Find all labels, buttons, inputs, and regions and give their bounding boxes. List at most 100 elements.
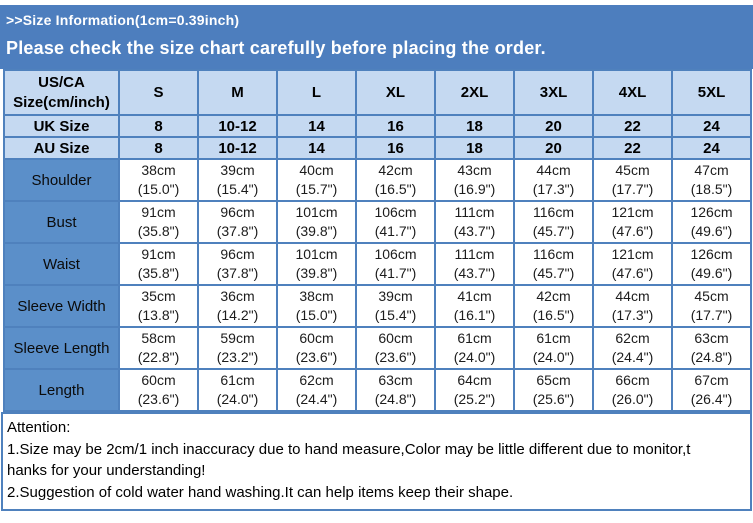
measurement-cm: 96cm xyxy=(220,246,255,262)
measurement-cell: 111cm (43.7") xyxy=(434,242,515,286)
size-chart-notice: Please check the size chart carefully be… xyxy=(6,38,546,58)
measurement-cm: 63cm xyxy=(378,372,413,388)
measurement-cell: 106cm (41.7") xyxy=(355,200,436,244)
measurement-cell: 43cm (16.9") xyxy=(434,158,515,202)
measurement-inch: (45.7") xyxy=(532,265,575,281)
measurement-cm: 61cm xyxy=(457,330,492,346)
attention-box: Attention: 1.Size may be 2cm/1 inch inac… xyxy=(1,412,752,511)
measurement-row-waist: Waist 91cm (35.8") 96cm (37.8") 101cm (39.8") 1… xyxy=(3,242,752,286)
measurement-cm: 63cm xyxy=(694,330,729,346)
measurement-cm: 67cm xyxy=(694,372,729,388)
measurement-cell: 59cm (23.2") xyxy=(197,326,278,370)
measurement-cm: 64cm xyxy=(457,372,492,388)
au-size-cell: 16 xyxy=(355,136,436,160)
measurement-cm: 60cm xyxy=(141,372,176,388)
uk-size-cell: 18 xyxy=(434,114,515,138)
measurement-cm: 38cm xyxy=(141,162,176,178)
measurement-label: Sleeve Length xyxy=(3,326,120,370)
measurement-cell: 44cm (17.3") xyxy=(592,284,673,328)
column-header-m: M xyxy=(197,69,278,116)
measurement-cm: 38cm xyxy=(299,288,334,304)
measurement-cell: 91cm (35.8") xyxy=(118,242,199,286)
measurement-inch: (22.8") xyxy=(137,349,180,365)
measurement-cell: 38cm (15.0") xyxy=(118,158,199,202)
measurement-cm: 126cm xyxy=(690,246,733,262)
measurement-cm: 91cm xyxy=(141,204,176,220)
measurement-cm: 96cm xyxy=(220,204,255,220)
measurement-inch: (25.2") xyxy=(453,391,496,407)
measurement-cm: 36cm xyxy=(220,288,255,304)
measurement-label: Length xyxy=(3,368,120,412)
measurement-cell: 106cm (41.7") xyxy=(355,242,436,286)
measurement-cell: 39cm (15.4") xyxy=(355,284,436,328)
measurement-inch: (24.8") xyxy=(374,391,417,407)
column-header-l: L xyxy=(276,69,357,116)
measurement-inch: (26.4") xyxy=(690,391,733,407)
au-size-cell: 22 xyxy=(592,136,673,160)
measurement-cm: 116cm xyxy=(533,246,574,262)
measurement-cm: 91cm xyxy=(141,246,176,262)
measurement-cell: 41cm (16.1") xyxy=(434,284,515,328)
measurement-cell: 42cm (16.5") xyxy=(513,284,594,328)
column-header-4xl: 4XL xyxy=(592,69,673,116)
measurement-inch: (26.0") xyxy=(611,391,654,407)
measurement-inch: (17.3") xyxy=(611,307,654,323)
measurement-row-sleeve-length: Sleeve Length 58cm (22.8") 59cm (23.2") 60cm (… xyxy=(3,326,752,370)
measurement-cell: 101cm (39.8") xyxy=(276,200,357,244)
measurement-inch: (14.2") xyxy=(216,307,259,323)
measurement-cm: 101cm xyxy=(295,204,338,220)
uk-size-cell: 16 xyxy=(355,114,436,138)
measurement-inch: (49.6") xyxy=(690,265,733,281)
measurement-cell: 62cm (24.4") xyxy=(592,326,673,370)
measurement-cell: 64cm (25.2") xyxy=(434,368,515,412)
au-size-row: AU Size 8 10-12 14 16 18 20 22 24 xyxy=(3,136,752,160)
measurement-cm: 116cm xyxy=(533,204,574,220)
measurement-cell: 60cm (23.6") xyxy=(276,326,357,370)
column-header-5xl: 5XL xyxy=(671,69,752,116)
measurement-cm: 58cm xyxy=(141,330,176,346)
uk-size-label: UK Size xyxy=(3,114,120,138)
measurement-cm: 43cm xyxy=(457,162,492,178)
measurement-inch: (16.1") xyxy=(453,307,496,323)
measurement-cell: 60cm (23.6") xyxy=(118,368,199,412)
measurement-cm: 66cm xyxy=(615,372,650,388)
measurement-cm: 101cm xyxy=(295,246,338,262)
measurement-cell: 126cm (49.6") xyxy=(671,242,752,286)
measurement-cell: 35cm (13.8") xyxy=(118,284,199,328)
measurement-inch: (15.4") xyxy=(216,181,259,197)
measurement-cm: 45cm xyxy=(694,288,729,304)
measurement-cell: 62cm (24.4") xyxy=(276,368,357,412)
measurement-cell: 40cm (15.7") xyxy=(276,158,357,202)
corner-header-line1: US/CA xyxy=(38,73,85,91)
measurement-cm: 42cm xyxy=(378,162,413,178)
measurement-label: Bust xyxy=(3,200,120,244)
measurement-inch: (35.8") xyxy=(137,265,180,281)
measurement-row-length: Length 60cm (23.6") 61cm (24.0") 62cm (24.4") 6… xyxy=(3,368,752,412)
measurement-cm: 121cm xyxy=(611,246,654,262)
measurement-inch: (17.7") xyxy=(690,307,733,323)
measurement-cm: 40cm xyxy=(299,162,334,178)
measurement-cell: 61cm (24.0") xyxy=(197,368,278,412)
measurement-cm: 61cm xyxy=(220,372,255,388)
measurement-row-bust: Bust 91cm (35.8") 96cm (37.8") 101cm (39.8") 10… xyxy=(3,200,752,244)
measurement-inch: (24.0") xyxy=(216,391,259,407)
measurement-cell: 116cm (45.7") xyxy=(513,200,594,244)
measurement-cm: 47cm xyxy=(694,162,729,178)
measurement-cell: 61cm (24.0") xyxy=(513,326,594,370)
corner-header: US/CA Size(cm/inch) xyxy=(3,69,120,116)
measurement-cell: 58cm (22.8") xyxy=(118,326,199,370)
measurement-inch: (37.8") xyxy=(216,223,259,239)
measurement-cm: 39cm xyxy=(378,288,413,304)
measurement-cm: 44cm xyxy=(536,162,571,178)
measurement-cm: 45cm xyxy=(615,162,650,178)
measurement-inch: (23.6") xyxy=(295,349,338,365)
measurement-cm: 65cm xyxy=(536,372,571,388)
au-size-cell: 14 xyxy=(276,136,357,160)
measurement-cell: 63cm (24.8") xyxy=(355,368,436,412)
au-size-cell: 20 xyxy=(513,136,594,160)
measurement-cell: 91cm (35.8") xyxy=(118,200,199,244)
measurement-inch: (47.6") xyxy=(611,265,654,281)
measurement-cm: 44cm xyxy=(615,288,650,304)
measurement-inch: (23.6") xyxy=(374,349,417,365)
measurement-inch: (16.5") xyxy=(374,181,417,197)
